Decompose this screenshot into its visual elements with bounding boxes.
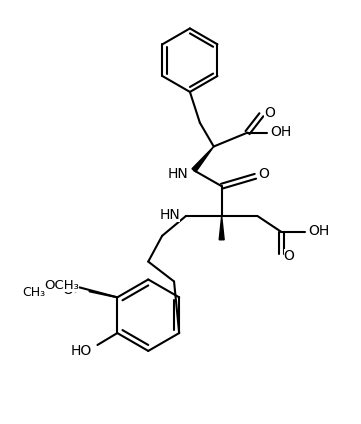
Polygon shape [192, 147, 214, 172]
Text: HO: HO [71, 344, 92, 358]
Text: O: O [264, 106, 275, 120]
Text: HN: HN [160, 208, 180, 222]
Text: HN: HN [168, 167, 188, 181]
Text: OCH₃: OCH₃ [44, 279, 79, 292]
Text: OH: OH [271, 125, 292, 139]
Text: O: O [62, 283, 73, 297]
Text: CH₃: CH₃ [22, 286, 45, 299]
Polygon shape [219, 216, 224, 240]
Text: O: O [284, 248, 295, 262]
Text: OH: OH [308, 224, 330, 238]
Text: O: O [258, 167, 269, 181]
